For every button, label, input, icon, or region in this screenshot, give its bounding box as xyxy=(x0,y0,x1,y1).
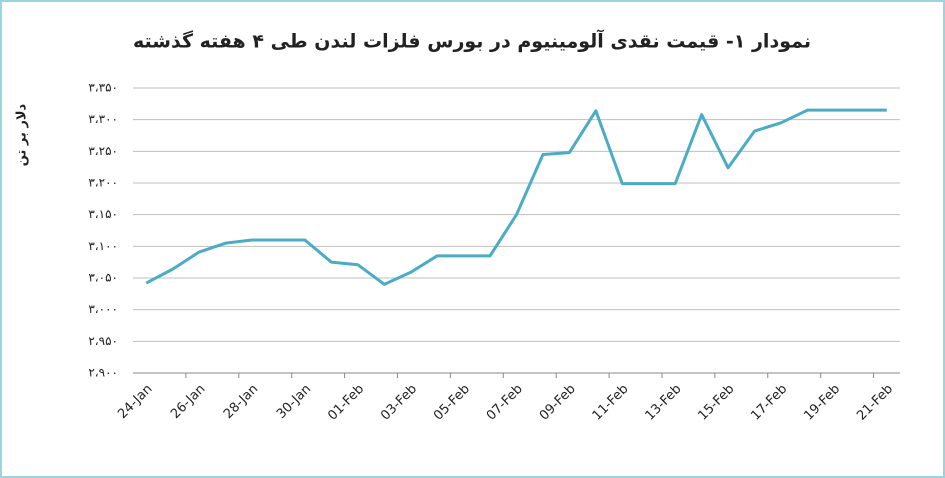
y-tick-label: ۳،۰۵۰ xyxy=(88,271,118,285)
y-tick-label: ۲،۹۵۰ xyxy=(88,334,118,348)
y-tick-label: ۳،۲۵۰ xyxy=(88,144,118,158)
y-tick-label: ۳،۰۰۰ xyxy=(88,302,118,316)
y-tick-label: ۳،۲۰۰ xyxy=(88,176,118,190)
y-tick-label: ۳،۳۵۰ xyxy=(88,81,118,95)
chart-title: نمودار ۱- قیمت نقدی آلومینیوم در بورس فل… xyxy=(133,29,811,53)
y-tick-label: ۳،۱۵۰ xyxy=(88,207,118,221)
y-tick-label: ۳،۳۰۰ xyxy=(88,112,118,126)
data-line xyxy=(145,108,887,286)
y-tick-label: ۳،۱۰۰ xyxy=(88,239,118,253)
y-tick-label: ۲،۹۰۰ xyxy=(88,366,118,380)
y-axis-label: دلار بر تن xyxy=(15,103,30,166)
